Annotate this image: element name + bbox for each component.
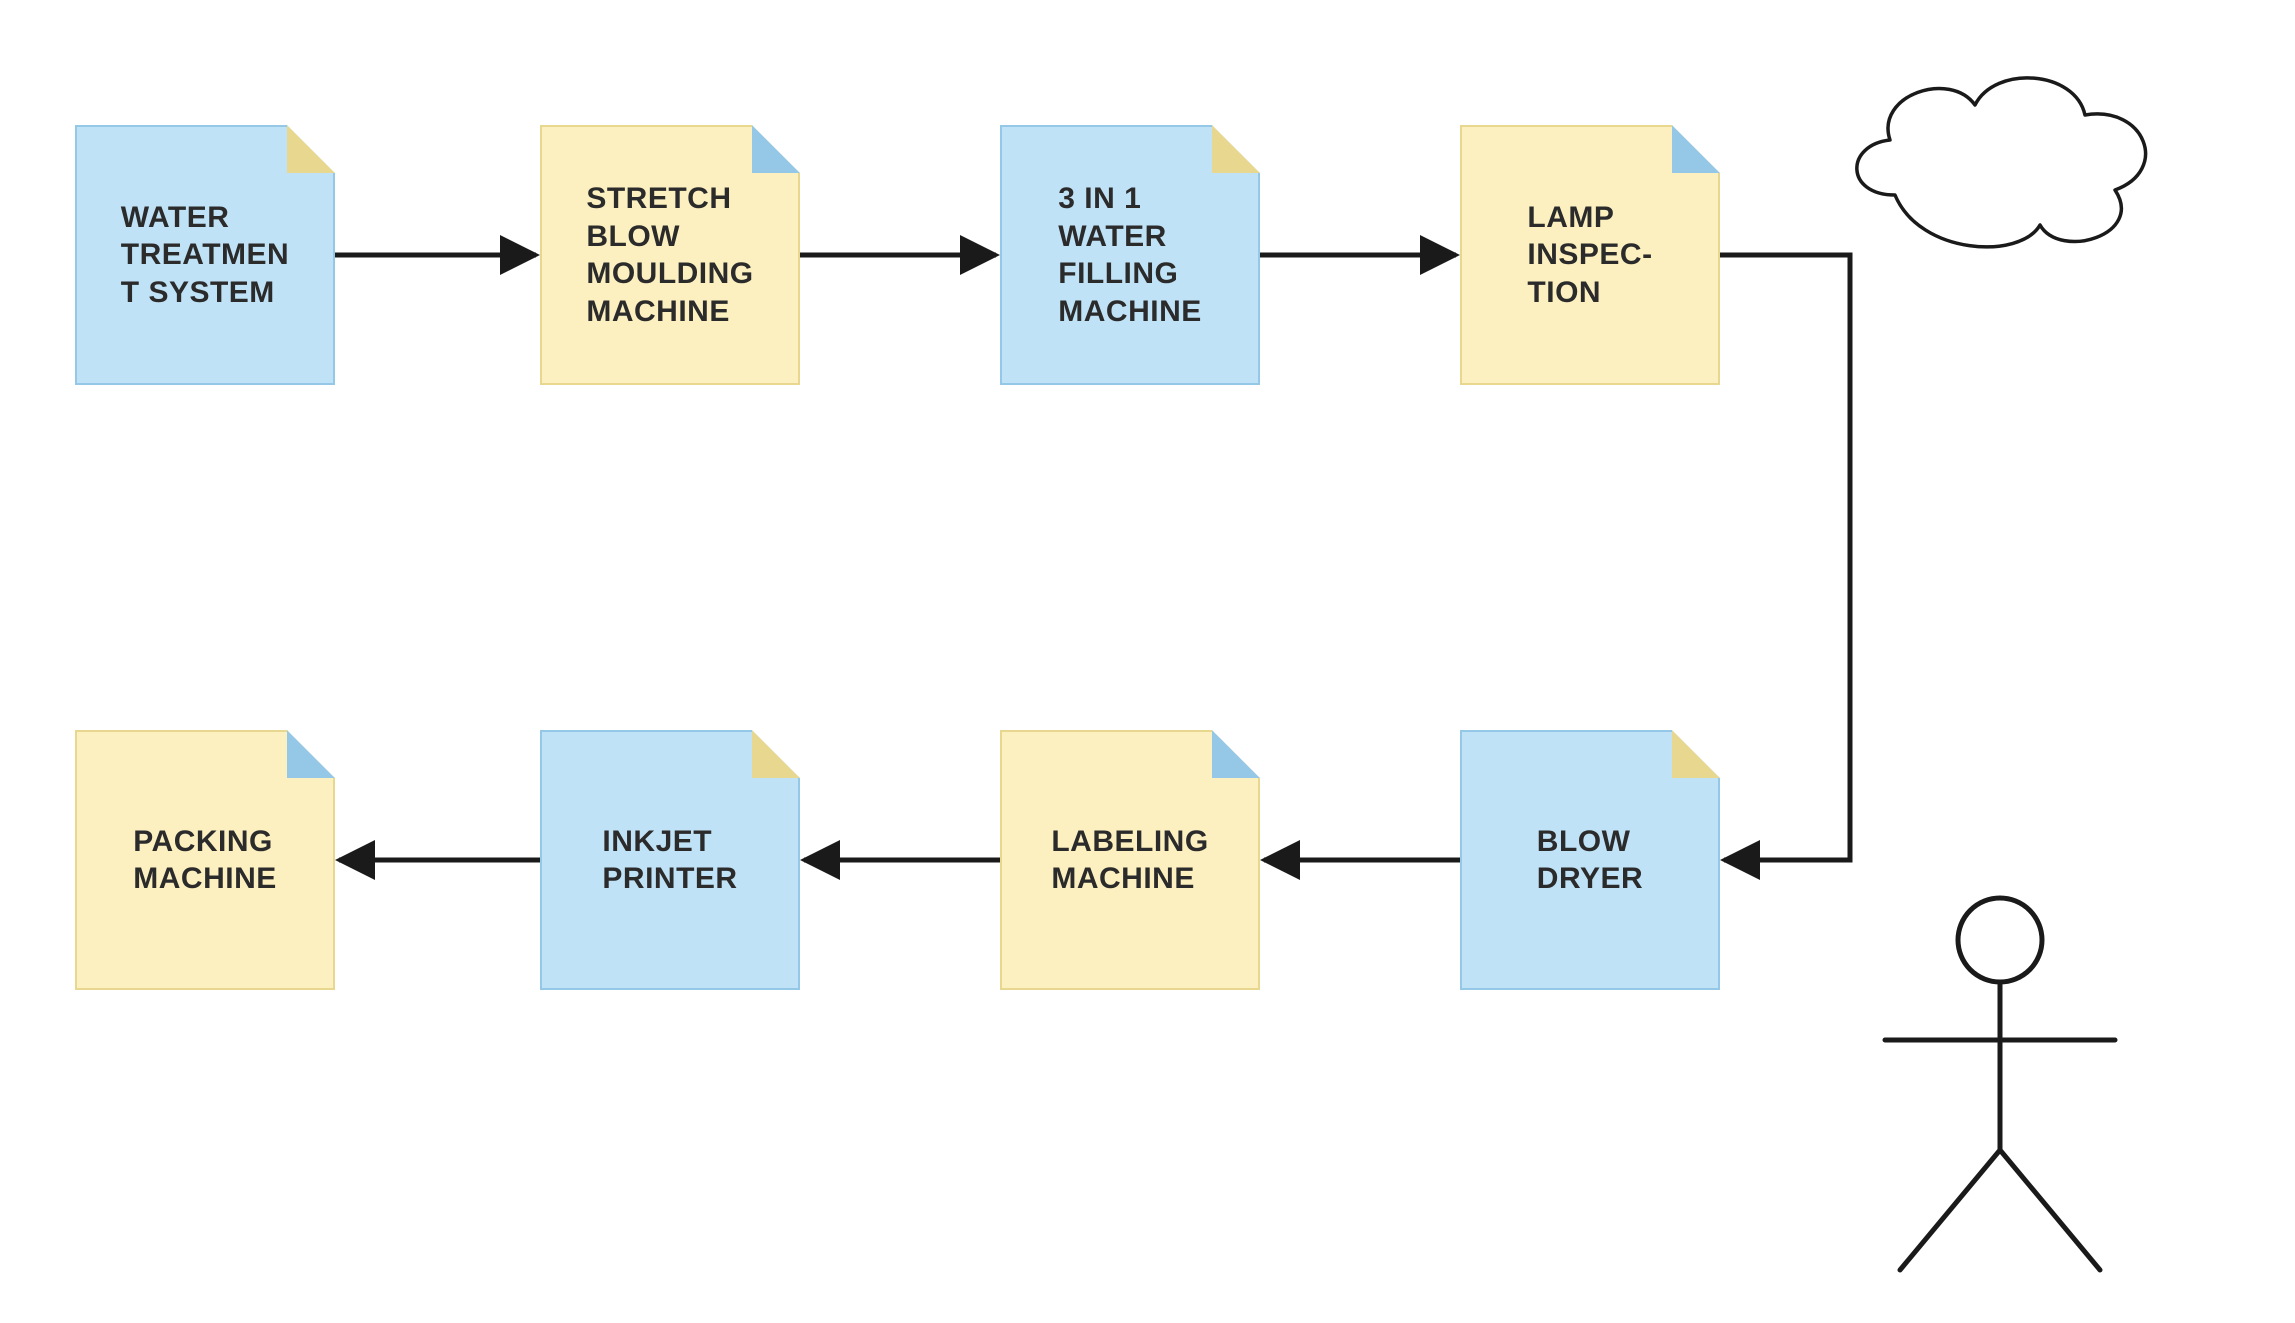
- flowchart-canvas: WATER TREATMEN T SYSTEM STRETCH BLOW MOUL…: [0, 0, 2295, 1323]
- process-node-n2: STRETCH BLOW MOULDING MACHINE: [540, 125, 800, 385]
- process-node-n8: PACKING MACHINE: [75, 730, 335, 990]
- process-node-label: WATER TREATMEN T SYSTEM: [121, 199, 289, 312]
- process-node-label: INKJET PRINTER: [602, 823, 737, 898]
- flow-arrow: [1720, 255, 1850, 860]
- process-node-n3: 3 IN 1 WATER FILLING MACHINE: [1000, 125, 1260, 385]
- process-node-n1: WATER TREATMEN T SYSTEM: [75, 125, 335, 385]
- process-node-n4: LAMP INSPEC- TION: [1460, 125, 1720, 385]
- process-node-label: 3 IN 1 WATER FILLING MACHINE: [1058, 180, 1202, 330]
- process-node-label: STRETCH BLOW MOULDING MACHINE: [586, 180, 753, 330]
- process-node-label: LAMP INSPEC- TION: [1527, 199, 1652, 312]
- process-node-n7: INKJET PRINTER: [540, 730, 800, 990]
- stick-figure-icon: [1885, 898, 2115, 1270]
- process-node-label: LABELING MACHINE: [1051, 823, 1208, 898]
- process-node-label: PACKING MACHINE: [133, 823, 277, 898]
- process-node-n5: BLOW DRYER: [1460, 730, 1720, 990]
- cloud-label: JIEDE MACHINE: [1885, 125, 2125, 200]
- process-node-n6: LABELING MACHINE: [1000, 730, 1260, 990]
- process-node-label: BLOW DRYER: [1537, 823, 1643, 898]
